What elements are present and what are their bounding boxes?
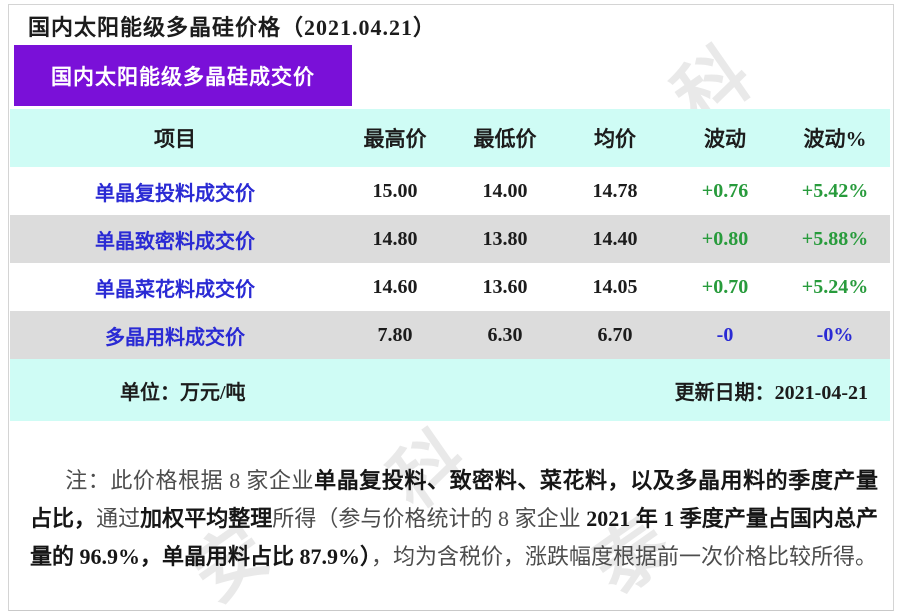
cell-change-pct: +5.88% [801,227,869,250]
cell-high: 14.80 [372,227,418,250]
footnote-segment: 所得（参与价格统计的 8 家企业 [272,506,587,531]
page-title: 国内太阳能级多晶硅价格（2021.04.21） [28,15,437,40]
section-banner: 国内太阳能级多晶硅成交价 [14,45,352,106]
footnote-segment: 注：此价格根据 8 家企业 [65,468,315,493]
cell-avg: 14.78 [592,179,638,202]
column-header-item: 项目 [154,127,196,151]
table-footer-row: 单位：万元/吨 更新日期：2021-04-21 [10,359,890,421]
cell-change: +0.70 [701,275,749,298]
footnote-segment: ，均为含税价，涨跌幅度根据前一次价格比较所得。 [371,544,878,569]
cell-avg: 6.70 [597,323,633,346]
footnote-segment: 2021 年 1 季度产量占国内总产量的 96.9%，单晶用料占比 87.9%） [30,506,878,569]
table-row: 单晶致密料成交价 14.80 13.80 14.40 +0.80 +5.88% [10,215,890,263]
row-item-label: 多晶用料成交价 [105,326,245,349]
cell-change: +0.80 [701,227,749,250]
column-header-change-pct: 波动% [803,127,867,151]
column-header-high: 最高价 [363,127,427,151]
cell-low: 6.30 [487,323,523,346]
update-date-label: 更新日期：2021-04-21 [674,381,868,404]
cell-high: 15.00 [372,179,418,202]
cell-avg: 14.05 [592,275,638,298]
cell-avg: 14.40 [592,227,638,250]
cell-high: 14.60 [372,275,418,298]
row-item-label: 单晶复投料成交价 [95,182,255,205]
table-header-row: 项目 最高价 最低价 均价 波动 波动% [10,109,890,167]
table-row: 单晶菜花料成交价 14.60 13.60 14.05 +0.70 +5.24% [10,263,890,311]
cell-change-pct: +5.42% [801,179,869,202]
cell-change: -0 [716,323,734,346]
column-header-change: 波动 [704,127,746,151]
banner-label: 国内太阳能级多晶硅成交价 [51,64,315,89]
cell-low: 13.80 [482,227,528,250]
cell-low: 14.00 [482,179,528,202]
footnote-segment: 通过 [96,506,141,531]
cell-low: 13.60 [482,275,528,298]
row-item-label: 单晶致密料成交价 [95,230,255,253]
column-header-low: 最低价 [473,127,537,151]
footnote: 注：此价格根据 8 家企业单晶复投料、致密料、菜花料，以及多晶用料的季度产量占比… [30,462,878,576]
cell-high: 7.80 [377,323,413,346]
cell-change-pct: -0% [816,323,854,346]
cell-change: +0.76 [701,179,749,202]
footnote-segment: 单晶复投料、致密料、菜花料，以及多晶用料的季度产量占比， [30,468,878,531]
row-item-label: 单晶菜花料成交价 [95,278,255,301]
column-header-avg: 均价 [594,127,636,151]
footnote-segment: 加权平均整理 [140,506,273,531]
unit-label: 单位：万元/吨 [120,381,246,404]
price-table: 项目 最高价 最低价 均价 波动 波动% 单晶复投料成交价 15.00 14.0… [10,109,890,421]
table-row: 单晶复投料成交价 15.00 14.00 14.78 +0.76 +5.42% [10,167,890,215]
table-row: 多晶用料成交价 7.80 6.30 6.70 -0 -0% [10,311,890,359]
cell-change-pct: +5.24% [801,275,869,298]
